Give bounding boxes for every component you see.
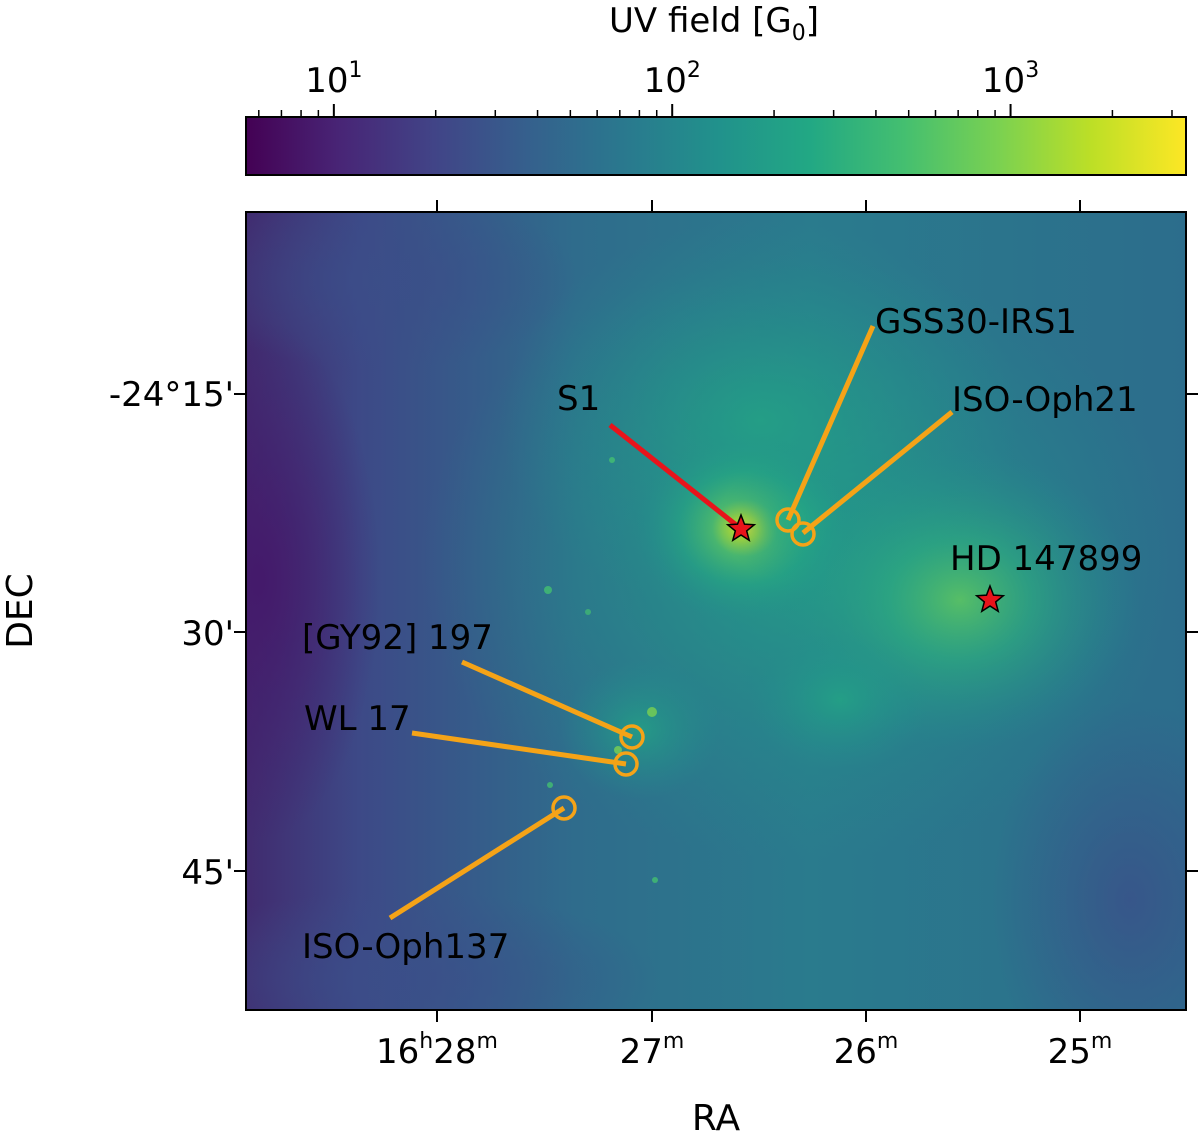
map-frame xyxy=(245,211,1187,1011)
colorbar-gradient xyxy=(245,116,1187,176)
colorbar-tick-labels: 101 102 103 xyxy=(305,58,1039,101)
y-tick-label: -24°15' xyxy=(109,375,234,415)
x-tick-label: 25m xyxy=(1048,1029,1113,1072)
gy92-197-label: [GY92] 197 xyxy=(302,618,493,658)
gss30-irs1-marker xyxy=(775,507,801,533)
gy92-197-pointer-line xyxy=(460,659,634,740)
s1-label: S1 xyxy=(557,379,600,419)
x-tick-labels: 16h28m 27m 26m 25m xyxy=(376,1029,1112,1072)
hd147899-label: HD 147899 xyxy=(950,539,1142,579)
wl17-marker xyxy=(613,751,639,777)
x-tick-label: 27m xyxy=(620,1029,685,1072)
colorbar-major-ticks xyxy=(332,104,1012,117)
colorbar-label: UV field [G0] xyxy=(609,1,819,46)
iso-oph137-pointer-line xyxy=(388,805,566,921)
iso-oph21-marker xyxy=(790,521,816,547)
colorbar-tick-label: 103 xyxy=(982,58,1039,101)
hd147899-star-marker xyxy=(974,583,1006,613)
wl17-label: WL 17 xyxy=(304,699,411,739)
annotations: S1 HD 147899 GSS30-IRS1 ISO-Oph21 [GY92]… xyxy=(302,302,1142,967)
colorbar: 101 102 103 UV field [G0] xyxy=(245,1,1187,176)
s1-star-marker xyxy=(725,512,757,542)
x-tick-label: 26m xyxy=(834,1029,899,1072)
y-axis-label: DEC xyxy=(0,573,41,649)
iso-oph21-pointer-line xyxy=(801,410,954,535)
wl17-pointer-line xyxy=(411,730,627,767)
s1-pointer-line xyxy=(608,423,742,530)
iso-oph21-label: ISO-Oph21 xyxy=(952,380,1138,420)
iso-oph137-marker xyxy=(551,795,577,821)
x-tick-label: 16h28m xyxy=(376,1029,498,1072)
gss30-irs1-pointer-line xyxy=(785,324,876,522)
colorbar-tick-label: 102 xyxy=(644,58,701,101)
gss30-irs1-label: GSS30-IRS1 xyxy=(875,302,1077,342)
colorbar-minor-ticks xyxy=(258,110,1173,117)
x-axis-label: RA xyxy=(692,1098,741,1137)
gy92-197-marker xyxy=(619,724,645,750)
y-tick-labels: -24°15' 30' 45' xyxy=(109,375,234,893)
uv-field-heatmap xyxy=(246,212,1186,1010)
colorbar-tick-label: 101 xyxy=(305,58,362,101)
y-tick-label: 45' xyxy=(181,853,234,893)
iso-oph137-label: ISO-Oph137 xyxy=(302,927,509,967)
axis-ticks xyxy=(234,200,1198,1022)
y-tick-label: 30' xyxy=(181,614,234,654)
